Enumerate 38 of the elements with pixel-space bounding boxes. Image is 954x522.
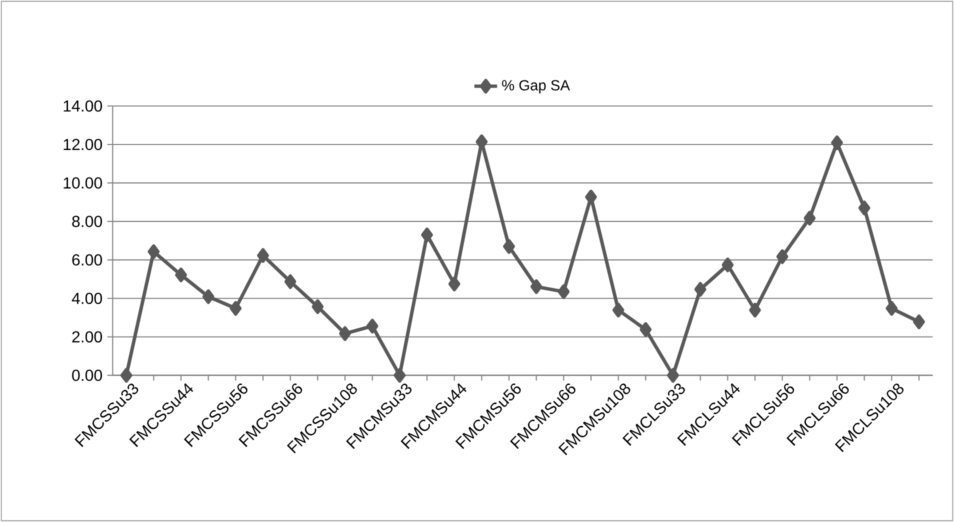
point	[394, 368, 406, 383]
point	[667, 368, 679, 383]
point	[886, 301, 898, 316]
legend-label: % Gap SA	[502, 80, 570, 94]
point	[831, 135, 843, 150]
point	[339, 326, 351, 341]
point	[585, 190, 597, 204]
point	[913, 314, 925, 330]
y-tick-label: 12.00	[64, 138, 102, 150]
y-tick-label: 14.00	[64, 100, 102, 112]
point	[421, 228, 433, 242]
point	[312, 299, 324, 314]
point	[749, 302, 761, 318]
y-tick-label: 4.00	[72, 292, 102, 304]
point	[148, 244, 160, 259]
point	[694, 282, 706, 297]
point	[284, 274, 296, 289]
point	[120, 368, 132, 383]
y-tick-label: 10.00	[64, 177, 102, 189]
point	[640, 322, 652, 337]
point	[448, 276, 460, 292]
point	[503, 239, 515, 254]
point	[776, 249, 788, 264]
point	[804, 210, 816, 226]
point	[722, 258, 734, 272]
y-tick-label: 8.00	[72, 216, 102, 228]
point	[612, 302, 624, 318]
point	[202, 289, 214, 304]
point	[257, 248, 269, 263]
point	[558, 284, 570, 299]
y-tick-label: 2.00	[72, 331, 102, 343]
y-tick-label: 6.00	[72, 254, 102, 266]
y-tick-label: 0.00	[72, 370, 102, 381]
point	[366, 318, 378, 334]
point	[230, 301, 242, 316]
point	[858, 200, 870, 216]
point	[530, 279, 542, 294]
point	[175, 268, 187, 282]
